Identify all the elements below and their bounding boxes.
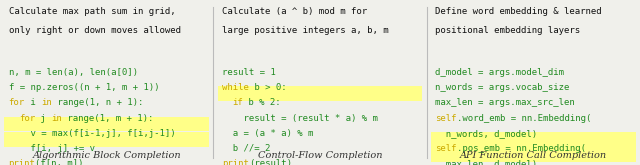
Text: b > 0:: b > 0: xyxy=(249,83,286,92)
Text: API Function Call Completion: API Function Call Completion xyxy=(460,151,607,160)
Text: in: in xyxy=(41,98,52,107)
Text: b //= 2: b //= 2 xyxy=(222,144,270,153)
Text: if: if xyxy=(232,98,243,107)
Bar xyxy=(4,116,209,132)
Bar xyxy=(4,132,209,147)
Text: for: for xyxy=(8,98,25,107)
Text: large positive integers a, b, m: large positive integers a, b, m xyxy=(222,26,388,35)
Text: print: print xyxy=(8,159,35,165)
Text: self: self xyxy=(435,144,457,153)
Text: Control-Flow Completion: Control-Flow Completion xyxy=(258,151,382,160)
Text: positional embedding layers: positional embedding layers xyxy=(435,26,580,35)
Text: n_words, d_model): n_words, d_model) xyxy=(435,129,538,138)
Text: in: in xyxy=(52,114,62,123)
Bar xyxy=(431,132,636,147)
Text: (result): (result) xyxy=(249,159,292,165)
Text: range(1, n + 1):: range(1, n + 1): xyxy=(52,98,143,107)
Text: n, m = len(a), len(a[0]): n, m = len(a), len(a[0]) xyxy=(8,68,138,77)
Text: Calculate max path sum in grid,: Calculate max path sum in grid, xyxy=(8,7,175,16)
Text: result = 1: result = 1 xyxy=(222,68,276,77)
Text: a = (a * a) % m: a = (a * a) % m xyxy=(222,129,313,138)
Text: only right or down moves allowed: only right or down moves allowed xyxy=(8,26,180,35)
Bar xyxy=(218,86,422,101)
Text: .pos_emb = nn.Embedding(: .pos_emb = nn.Embedding( xyxy=(457,144,586,153)
Text: Algorithmic Block Completion: Algorithmic Block Completion xyxy=(33,151,181,160)
Bar xyxy=(431,147,636,162)
Text: b % 2:: b % 2: xyxy=(243,98,281,107)
Text: while: while xyxy=(222,83,249,92)
Text: max_len = args.max_src_len: max_len = args.max_src_len xyxy=(435,98,575,107)
Text: f = np.zeros((n + 1, m + 1)): f = np.zeros((n + 1, m + 1)) xyxy=(8,83,159,92)
Text: n_words = args.vocab_size: n_words = args.vocab_size xyxy=(435,83,570,92)
Text: f[i, j] += v: f[i, j] += v xyxy=(8,144,95,153)
Text: max_len, d_model): max_len, d_model) xyxy=(435,159,538,165)
Text: j: j xyxy=(35,114,52,123)
Text: range(1, m + 1):: range(1, m + 1): xyxy=(62,114,154,123)
Text: (f[n, m]): (f[n, m]) xyxy=(35,159,84,165)
Text: Calculate (a ^ b) mod m for: Calculate (a ^ b) mod m for xyxy=(222,7,367,16)
Text: v = max(f[i-1,j], f[i,j-1]): v = max(f[i-1,j], f[i,j-1]) xyxy=(8,129,175,138)
Text: i: i xyxy=(25,98,41,107)
Text: result = (result * a) % m: result = (result * a) % m xyxy=(222,114,378,123)
Text: .word_emb = nn.Embedding(: .word_emb = nn.Embedding( xyxy=(457,114,591,123)
Text: d_model = args.model_dim: d_model = args.model_dim xyxy=(435,68,564,77)
Text: Define word embedding & learned: Define word embedding & learned xyxy=(435,7,602,16)
Text: self: self xyxy=(435,114,457,123)
Text: for: for xyxy=(19,114,35,123)
Text: print: print xyxy=(222,159,249,165)
